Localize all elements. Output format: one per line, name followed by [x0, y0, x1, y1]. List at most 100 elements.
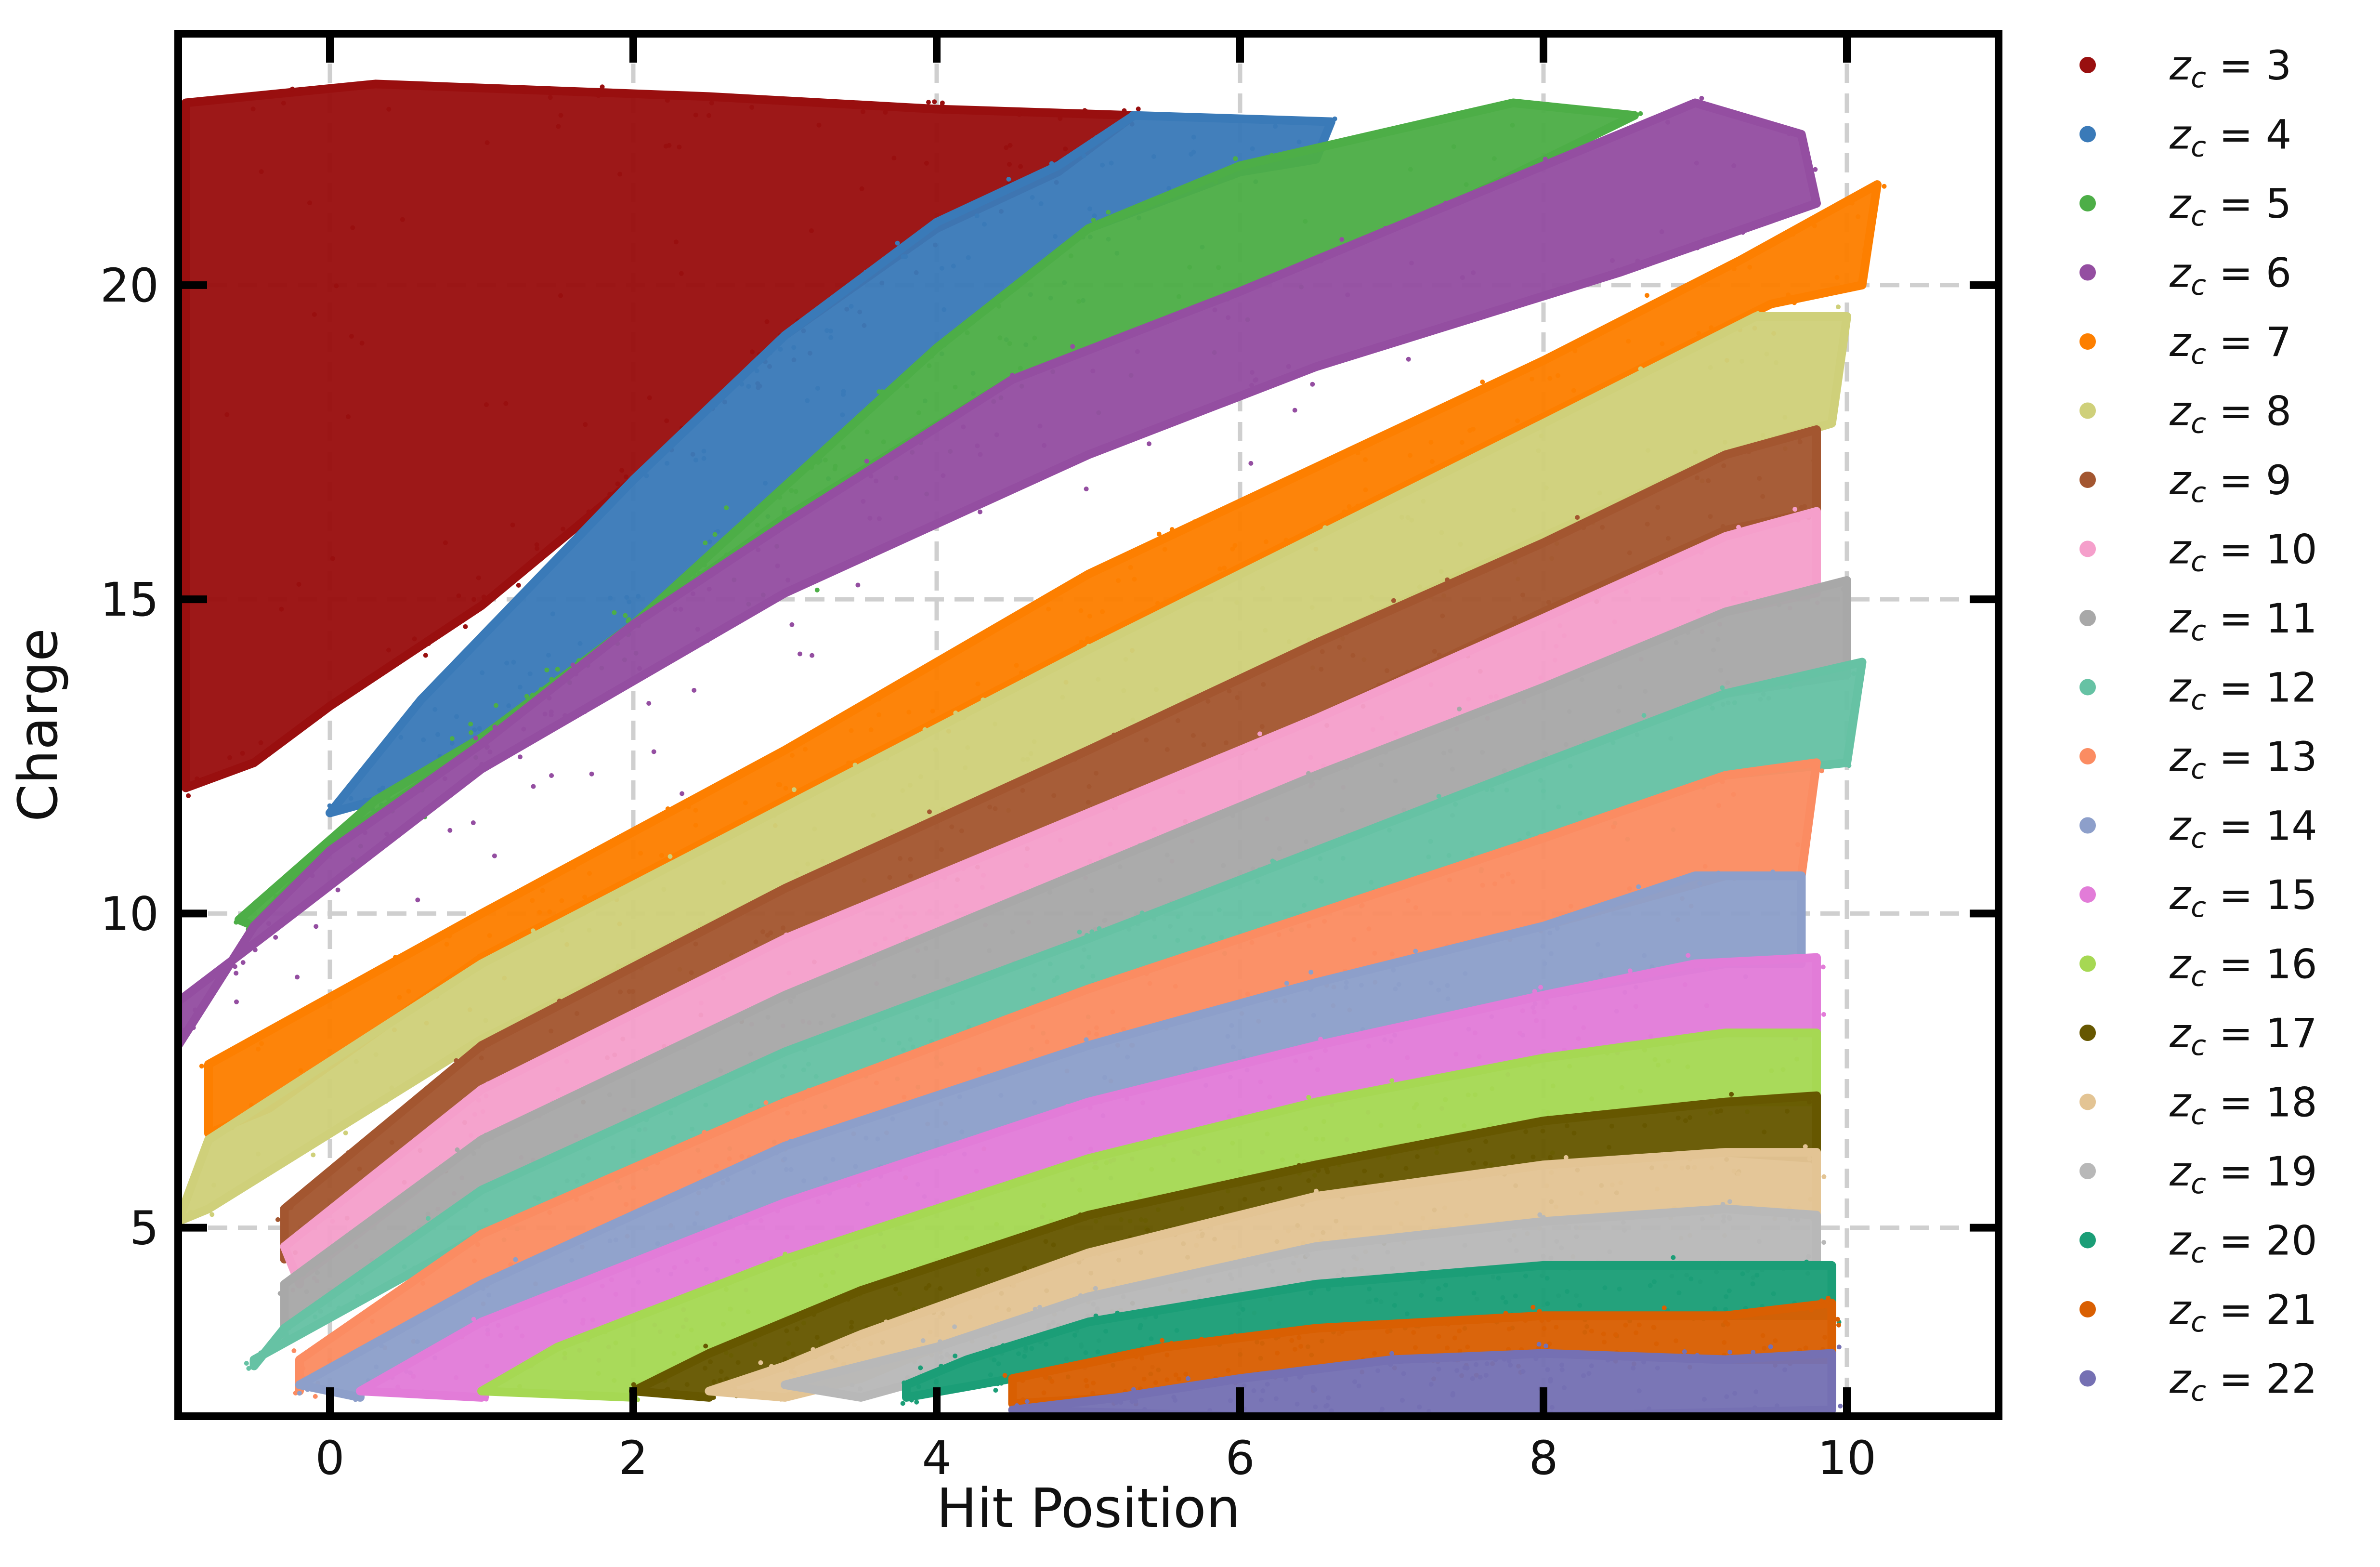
data-point [1743, 590, 1749, 595]
data-point [997, 335, 1003, 341]
data-point [583, 422, 588, 427]
data-point [1296, 139, 1302, 145]
data-point [1714, 1356, 1720, 1361]
data-point [544, 667, 549, 672]
data-point [542, 711, 548, 717]
data-point [1834, 275, 1840, 280]
data-point [1751, 1350, 1756, 1355]
data-point [1821, 1174, 1827, 1179]
data-point [1754, 1273, 1760, 1278]
data-point [751, 822, 756, 827]
legend-label: zc = 7 [2169, 318, 2291, 370]
data-point [1270, 1268, 1275, 1274]
data-point [1408, 453, 1412, 458]
data-point [1250, 146, 1255, 151]
data-point [1654, 1186, 1660, 1192]
legend-label: zc = 3 [2169, 42, 2291, 94]
data-point [1201, 742, 1206, 747]
data-point [1414, 1154, 1420, 1159]
data-point [1716, 803, 1721, 808]
data-point [1392, 1303, 1397, 1308]
legend-marker [2079, 748, 2096, 764]
data-point [1367, 1286, 1372, 1291]
data-point [1720, 779, 1725, 784]
data-point [1616, 267, 1621, 273]
data-point [1773, 1338, 1778, 1343]
y-tick-label: 5 [130, 1201, 159, 1255]
data-point [1379, 715, 1385, 721]
data-point [653, 999, 658, 1004]
data-point [692, 571, 697, 577]
data-point [692, 688, 697, 693]
legend-item-10: zc = 10 [2079, 526, 2317, 578]
data-point [790, 1351, 796, 1356]
data-point [1807, 1156, 1812, 1161]
data-point [974, 1169, 979, 1174]
data-point [553, 556, 559, 561]
data-point [1478, 1375, 1483, 1380]
data-point [665, 98, 670, 103]
data-point [1446, 1321, 1451, 1327]
data-point [240, 960, 246, 965]
data-point [1484, 787, 1490, 792]
data-point [1610, 1352, 1615, 1357]
data-point [1437, 652, 1442, 658]
data-point [415, 1233, 420, 1238]
data-point [1465, 1366, 1470, 1370]
data-point [198, 1160, 203, 1165]
data-point [1177, 294, 1181, 299]
data-point [1627, 886, 1632, 891]
data-point [589, 771, 594, 777]
data-point [661, 1250, 666, 1255]
data-point [224, 412, 230, 417]
data-point [1534, 1018, 1539, 1023]
data-point [492, 724, 497, 730]
data-point [1609, 1356, 1614, 1361]
data-point [1263, 539, 1268, 544]
data-point [1232, 1333, 1238, 1338]
data-point [1609, 1182, 1615, 1187]
data-point [1227, 688, 1232, 694]
legend-label: zc = 8 [2169, 388, 2291, 440]
data-point [1260, 117, 1266, 122]
data-point [1797, 439, 1803, 445]
data-point [1802, 504, 1807, 509]
data-point [815, 460, 821, 465]
data-point [1568, 904, 1573, 909]
data-point [876, 1362, 881, 1368]
data-point [879, 1015, 885, 1020]
data-point [1617, 1286, 1622, 1291]
data-point [373, 1052, 379, 1057]
data-point [1260, 1388, 1266, 1394]
data-point [651, 749, 656, 754]
data-point [750, 1388, 755, 1393]
data-point [1385, 668, 1389, 673]
data-point [918, 774, 923, 779]
data-point [905, 1375, 910, 1380]
data-point [353, 1059, 359, 1064]
data-point [1567, 605, 1572, 610]
data-point [471, 1151, 476, 1156]
data-point [927, 1017, 932, 1023]
data-point [684, 1259, 689, 1264]
data-point [1623, 1322, 1628, 1328]
data-point [1520, 593, 1526, 598]
data-point [353, 1397, 358, 1402]
data-point [1454, 321, 1459, 326]
data-point [473, 736, 478, 741]
data-point [480, 1046, 485, 1051]
data-point [1304, 1244, 1309, 1249]
data-point [1592, 1355, 1597, 1360]
data-point [1508, 1362, 1513, 1368]
data-point [913, 1392, 918, 1397]
data-point [1428, 440, 1434, 445]
data-point [301, 1271, 306, 1277]
data-point [1081, 153, 1086, 158]
data-point [1020, 1378, 1025, 1383]
data-point [1087, 858, 1093, 864]
data-point [928, 1330, 933, 1335]
data-point [1286, 364, 1291, 369]
data-point [1313, 876, 1319, 881]
data-point [1438, 1297, 1443, 1302]
data-point [876, 712, 882, 717]
